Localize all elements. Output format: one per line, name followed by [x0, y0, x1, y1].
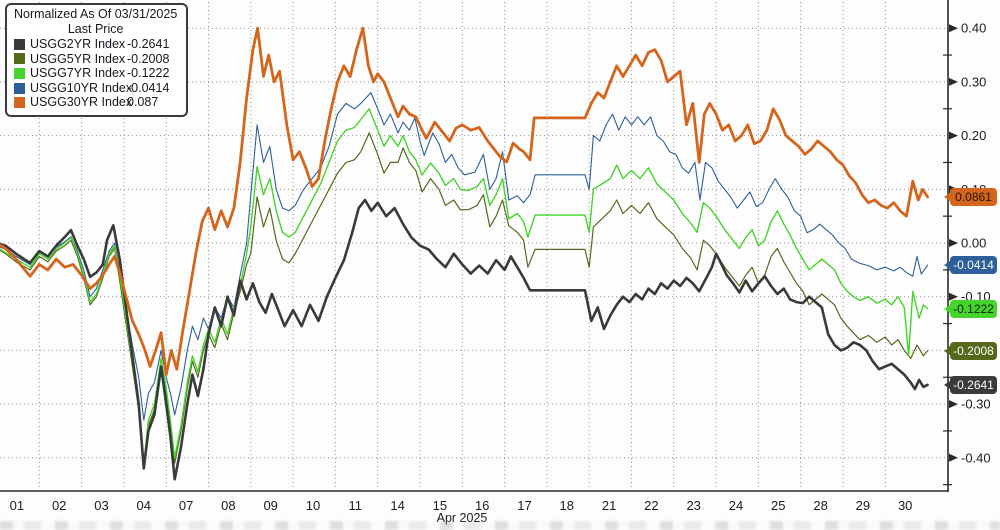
- x-tick-label: 21: [602, 498, 616, 513]
- legend-box[interactable]: Normalized As Of 03/31/2025 Last Price U…: [5, 3, 189, 117]
- x-tick-label: 16: [475, 498, 489, 513]
- legend-swatch-icon: [14, 97, 25, 109]
- series-line-usgg30yr: [0, 26, 929, 377]
- legend-subtitle: Last Price: [67, 22, 124, 36]
- legend-series-value: -0.0414: [127, 80, 170, 95]
- legend-series-name: USGG10YR Index: [30, 80, 133, 95]
- legend-row: USGG30YR Index 0.087: [14, 95, 177, 110]
- legend-series-value: -0.1222: [127, 66, 170, 81]
- y-tick-label: -0.30: [961, 397, 991, 412]
- x-tick-label: 18: [560, 498, 574, 513]
- x-tick-label: 24: [729, 498, 743, 513]
- x-tick-label: 29: [856, 498, 870, 513]
- last-price-badge-usgg2yr: -0.2641: [944, 375, 997, 394]
- y-tick-arrow-icon: [949, 24, 958, 33]
- series-line-usgg2yr: [0, 198, 929, 481]
- x-tick-label: 23: [686, 498, 700, 513]
- x-tick-label: 22: [644, 498, 658, 513]
- legend-row: USGG7YR Index -0.1222: [14, 66, 177, 81]
- y-tick-arrow-icon: [949, 77, 958, 86]
- y-tick-arrow-icon: [949, 239, 958, 247]
- last-price-badge-usgg5yr: -0.2008: [944, 341, 997, 360]
- x-tick-label: 09: [263, 498, 277, 513]
- legend-swatch-icon: [14, 67, 25, 79]
- x-tick-label: 07: [179, 498, 193, 513]
- legend-title: Normalized As Of 03/31/2025: [14, 7, 178, 21]
- y-tick-arrow-icon: [949, 400, 958, 409]
- x-tick-label: 28: [813, 498, 827, 513]
- legend-series-name: USGG2YR Index: [30, 37, 126, 51]
- last-price-badge-usgg7yr: -0.1222: [944, 299, 997, 318]
- legend-swatch-icon: [14, 38, 25, 50]
- y-tick-label: 0.00: [961, 236, 986, 251]
- y-tick-label: 0.20: [961, 128, 986, 143]
- series-line-usgg7yr: [0, 108, 929, 464]
- x-tick-label: 01: [10, 498, 24, 513]
- legend-swatch-icon: [14, 82, 25, 94]
- legend-row: USGG10YR Index -0.0414: [14, 81, 177, 96]
- legend-series-value: 0.087: [127, 95, 159, 110]
- y-tick-label: 0.30: [961, 74, 986, 89]
- x-tick-label: 17: [517, 498, 531, 513]
- x-tick-label: 03: [94, 498, 108, 513]
- x-tick-label: 25: [771, 498, 785, 513]
- legend-row: USGG2YR Index -0.2641: [14, 37, 177, 52]
- last-price-badge-usgg10yr: -0.0414: [944, 256, 997, 275]
- y-tick-arrow-icon: [949, 131, 958, 140]
- x-tick-label: 02: [52, 498, 66, 513]
- y-tick-label: -0.40: [961, 450, 991, 465]
- legend-series-name: USGG5YR Index: [30, 51, 126, 66]
- legend-series-name: USGG30YR Index: [30, 95, 133, 110]
- legend-series-name: USGG7YR Index: [30, 66, 126, 81]
- cropped-toolbar-strip: [0, 521, 1000, 530]
- x-tick-label: 10: [306, 498, 320, 513]
- y-tick-label: 0.40: [961, 21, 986, 36]
- legend-series-value: -0.2008: [127, 51, 170, 66]
- x-tick-label: 04: [137, 498, 151, 513]
- y-tick-arrow-icon: [949, 292, 958, 301]
- x-tick-label: 11: [349, 498, 363, 513]
- x-tick-label: 08: [221, 498, 235, 513]
- x-axis-month-label: Apr 2025: [436, 511, 488, 525]
- y-tick-arrow-icon: [949, 453, 958, 462]
- series-line-usgg5yr: [0, 132, 929, 470]
- legend-row: USGG5YR Index -0.2008: [14, 52, 177, 67]
- x-tick-label: 30: [898, 498, 912, 513]
- legend-series-value: -0.2641: [127, 37, 170, 51]
- legend-swatch-icon: [14, 53, 25, 65]
- series-line-usgg10yr: [0, 92, 929, 421]
- x-tick-label: 15: [433, 498, 447, 513]
- last-price-badge-usgg30yr: 0.0861: [944, 187, 997, 206]
- x-tick-label: 14: [390, 498, 404, 513]
- legend-rows: USGG2YR Index -0.2641 USGG5YR Index -0.2008…: [14, 37, 177, 110]
